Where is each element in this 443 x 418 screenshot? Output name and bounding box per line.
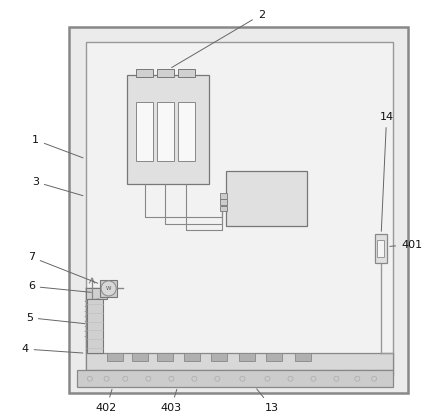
Bar	[157, 354, 173, 361]
Bar	[211, 354, 227, 361]
Bar	[220, 199, 226, 205]
Bar	[184, 354, 200, 361]
Bar	[266, 354, 282, 361]
Text: 7: 7	[28, 252, 98, 283]
Bar	[128, 75, 209, 184]
Bar	[100, 280, 117, 297]
Text: 402: 402	[96, 389, 117, 413]
Text: 14: 14	[380, 112, 394, 231]
Bar	[220, 206, 226, 211]
Text: 4: 4	[21, 344, 83, 354]
Bar	[85, 288, 107, 299]
Bar	[157, 69, 174, 77]
Bar	[375, 234, 387, 263]
Bar	[220, 193, 226, 199]
Text: 5: 5	[26, 313, 85, 324]
Bar	[69, 27, 408, 393]
Text: 401: 401	[390, 240, 422, 250]
Text: 13: 13	[256, 389, 279, 413]
Bar	[225, 171, 307, 226]
Bar	[107, 354, 123, 361]
Bar	[377, 240, 384, 257]
Bar	[87, 299, 103, 353]
Text: W: W	[106, 286, 111, 291]
Bar	[85, 42, 393, 376]
Bar	[178, 69, 195, 77]
Text: 403: 403	[161, 389, 182, 413]
Bar	[178, 102, 195, 161]
Bar	[77, 370, 393, 387]
Text: 6: 6	[28, 281, 91, 292]
Text: 1: 1	[32, 135, 83, 158]
Bar	[85, 353, 393, 370]
Text: 2: 2	[171, 10, 265, 68]
Bar	[295, 354, 311, 361]
Bar	[136, 69, 153, 77]
Bar	[157, 102, 174, 161]
Circle shape	[101, 281, 116, 296]
Bar	[239, 354, 255, 361]
Bar	[132, 354, 148, 361]
Bar	[136, 102, 153, 161]
Text: 3: 3	[32, 177, 83, 196]
